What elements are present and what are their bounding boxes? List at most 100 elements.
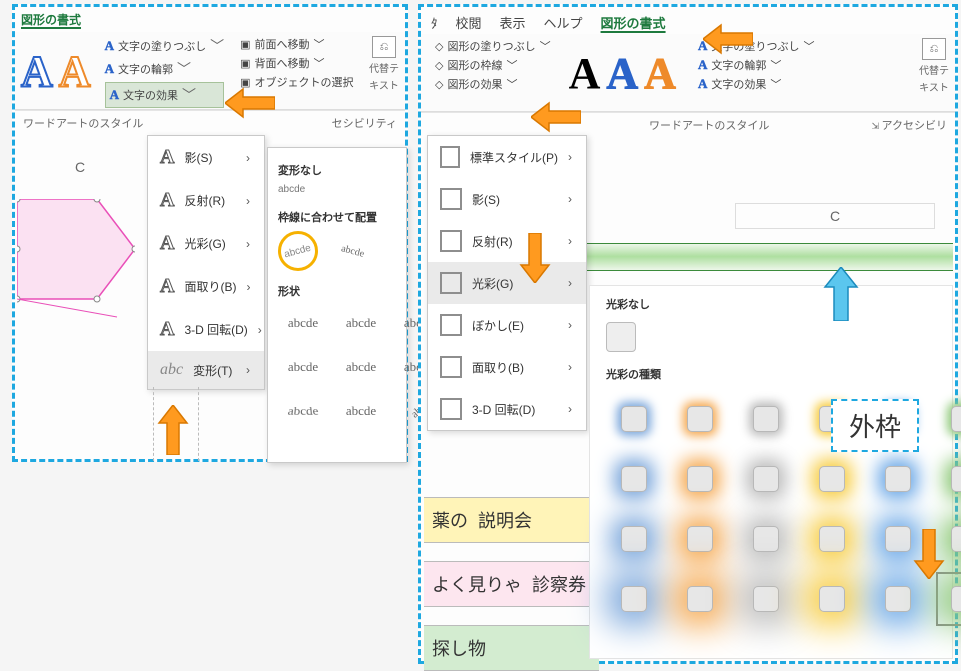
arrow-greenbar <box>821 267 861 321</box>
cmd-shape-effects[interactable]: ◇図形の効果﹀ <box>435 76 551 92</box>
transform-shape-3[interactable]: abcde <box>278 349 328 385</box>
transform-fit-h: 枠線に合わせて配置 <box>278 209 396 225</box>
glow-swatch-r0-c2[interactable] <box>738 392 794 446</box>
lbl-reflection: 反射(R) <box>184 192 225 209</box>
cmd-text-fill[interactable]: A文字の塗りつぶし﹀ <box>105 36 225 56</box>
alt-text-icon-left[interactable]: ⎌ <box>372 36 396 58</box>
tab-shape-format-right[interactable]: 図形の書式 <box>601 13 666 32</box>
lbl-reflection-r: 反射(R) <box>472 233 513 250</box>
transform-shape-6[interactable]: abcde <box>278 393 328 429</box>
glow-flyout: 光彩なし 光彩の種類 <box>589 285 953 659</box>
arrow-glow-select <box>911 529 947 579</box>
cmd-text-outline[interactable]: A文字の輪郭﹀ <box>105 59 225 79</box>
lbl-soft-r: ぼかし(E) <box>472 317 524 334</box>
transform-submenu: 変形なし abcde 枠線に合わせて配置 abcde abcde 形状 abcd… <box>267 147 407 463</box>
wordart-sample-orange: A <box>59 46 91 97</box>
gaiwaku-label: 外枠 <box>831 399 919 452</box>
lbl-3drot-r: 3-D 回転(D) <box>472 401 535 418</box>
tab-view[interactable]: 表示 <box>500 13 526 32</box>
glow-swatch-r3-c2[interactable] <box>738 572 794 626</box>
glow-swatch-r2-c0[interactable] <box>606 512 662 566</box>
lbl-glow-r: 光彩(G) <box>472 275 513 292</box>
lbl-shadow: 影(S) <box>184 149 212 166</box>
glow-swatch-r3-c5[interactable] <box>936 572 961 626</box>
transform-arc-selected[interactable]: abcde <box>278 231 318 271</box>
glow-swatch-r2-c3[interactable] <box>804 512 860 566</box>
menu-reflection-r[interactable]: 反射(R)› <box>428 220 586 262</box>
glow-swatch-r3-c4[interactable] <box>870 572 926 626</box>
group-acc-left: セシビリティ <box>332 115 397 131</box>
menu-glow-r[interactable]: 光彩(G)› <box>428 262 586 304</box>
lbl-text-effects-r: 文字の効果 <box>711 76 766 92</box>
menu-reflection[interactable]: A反射(R)› <box>148 179 264 222</box>
transform-shape-7[interactable]: abcde <box>336 393 386 429</box>
cmd-text-effects[interactable]: A文字の効果﹀ <box>105 82 225 108</box>
menu-bevel-r[interactable]: 面取り(B)› <box>428 346 586 388</box>
glow-swatch-r2-c2[interactable] <box>738 512 794 566</box>
green-highlight-row <box>587 243 953 271</box>
menu-preset[interactable]: 標準スタイル(P)› <box>428 136 586 178</box>
glow-swatch-r0-c0[interactable] <box>606 392 662 446</box>
lbl-bevel-r: 面取り(B) <box>472 359 524 376</box>
glow-swatch-r3-c1[interactable] <box>672 572 728 626</box>
wordart-A-blue: A <box>606 48 638 99</box>
tab-review[interactable]: 校閲 <box>456 13 482 32</box>
cmd-text-effects-r[interactable]: A文字の効果﹀ <box>698 76 815 92</box>
menu-bevel[interactable]: A面取り(B)› <box>148 265 264 308</box>
lbl-3drot: 3-D 回転(D) <box>184 321 247 338</box>
pink-arrow-shape <box>17 199 135 319</box>
glow-none-heading: 光彩なし <box>606 296 940 312</box>
menu-transform[interactable]: abc変形(T)› <box>148 351 264 389</box>
row1-a: 薬の <box>432 507 468 533</box>
transform-arc-2[interactable]: abcde <box>328 233 378 269</box>
menu-shadow-r[interactable]: 影(S)› <box>428 178 586 220</box>
wordart-A-black: A <box>569 48 601 99</box>
alt-text-icon-right[interactable]: ⎌ <box>922 38 946 60</box>
tab-shape-format-left[interactable]: 図形の書式 <box>21 13 81 27</box>
group-wordart-right: ワードアートのスタイル <box>649 117 769 133</box>
group-acc-right: ⇲ アクセシビリ <box>872 117 948 133</box>
shape-effects-menu: 標準スタイル(P)› 影(S)› 反射(R)› 光彩(G)› ぼかし(E)› 面… <box>427 135 587 431</box>
lbl-bring-forward: 前面へ移動 <box>254 36 309 52</box>
wordart-gallery-right[interactable]: A A A <box>569 38 676 109</box>
glow-swatch-r1-c2[interactable] <box>738 452 794 506</box>
glow-swatch-r1-c5[interactable] <box>936 452 961 506</box>
alt-text-r2: キスト <box>919 79 949 94</box>
menu-glow[interactable]: A光彩(G)› <box>148 222 264 265</box>
menu-3drot-r[interactable]: 3-D 回転(D)› <box>428 388 586 430</box>
cmd-shape-fill[interactable]: ◇図形の塗りつぶし﹀ <box>435 38 551 54</box>
arrow-shape-effects <box>531 99 581 135</box>
glow-none-swatch[interactable] <box>606 322 636 352</box>
transform-shape-4[interactable]: abcde <box>336 349 386 385</box>
tab-help[interactable]: ヘルプ <box>544 13 583 32</box>
lbl-shape-outline: 図形の枠線 <box>447 57 502 73</box>
arrow-format-tab <box>703 21 753 57</box>
label-text-fill: 文字の塗りつぶし <box>118 38 206 54</box>
glow-swatch-r2-c1[interactable] <box>672 512 728 566</box>
menu-soft-r[interactable]: ぼかし(E)› <box>428 304 586 346</box>
tab-data[interactable]: ﾀ <box>431 13 438 32</box>
glow-swatch-r1-c3[interactable] <box>804 452 860 506</box>
glow-swatch-r3-c0[interactable] <box>606 572 662 626</box>
glow-swatch-r1-c0[interactable] <box>606 452 662 506</box>
cmd-text-outline-r[interactable]: A文字の輪郭﹀ <box>698 57 815 73</box>
glow-swatch-r0-c1[interactable] <box>672 392 728 446</box>
cmd-bring-forward[interactable]: ▣前面へ移動﹀ <box>240 36 353 52</box>
lbl-bevel: 面取り(B) <box>184 278 236 295</box>
group-wordart-left: ワードアートのスタイル <box>23 115 143 131</box>
glow-swatch-r1-c4[interactable] <box>870 452 926 506</box>
glow-swatch-r3-c3[interactable] <box>804 572 860 626</box>
wordart-gallery-left[interactable]: A A <box>21 36 91 107</box>
lbl-shadow-r: 影(S) <box>472 191 500 208</box>
cmd-shape-outline[interactable]: ◇図形の枠線﹀ <box>435 57 551 73</box>
menu-shadow[interactable]: A影(S)› <box>148 136 264 179</box>
lbl-transform: 変形(T) <box>193 362 232 379</box>
glow-swatch-r0-c5[interactable] <box>936 392 961 446</box>
arrow-glow-menu <box>517 233 553 283</box>
cmd-send-backward[interactable]: ▣背面へ移動﹀ <box>240 55 353 71</box>
glow-swatch-r1-c1[interactable] <box>672 452 728 506</box>
transform-shape-0[interactable]: abcde <box>278 305 328 341</box>
transform-shape-1[interactable]: abcde <box>336 305 386 341</box>
transform-none-sample[interactable]: abcde <box>278 184 396 195</box>
menu-3drot[interactable]: A3-D 回転(D)› <box>148 308 264 351</box>
